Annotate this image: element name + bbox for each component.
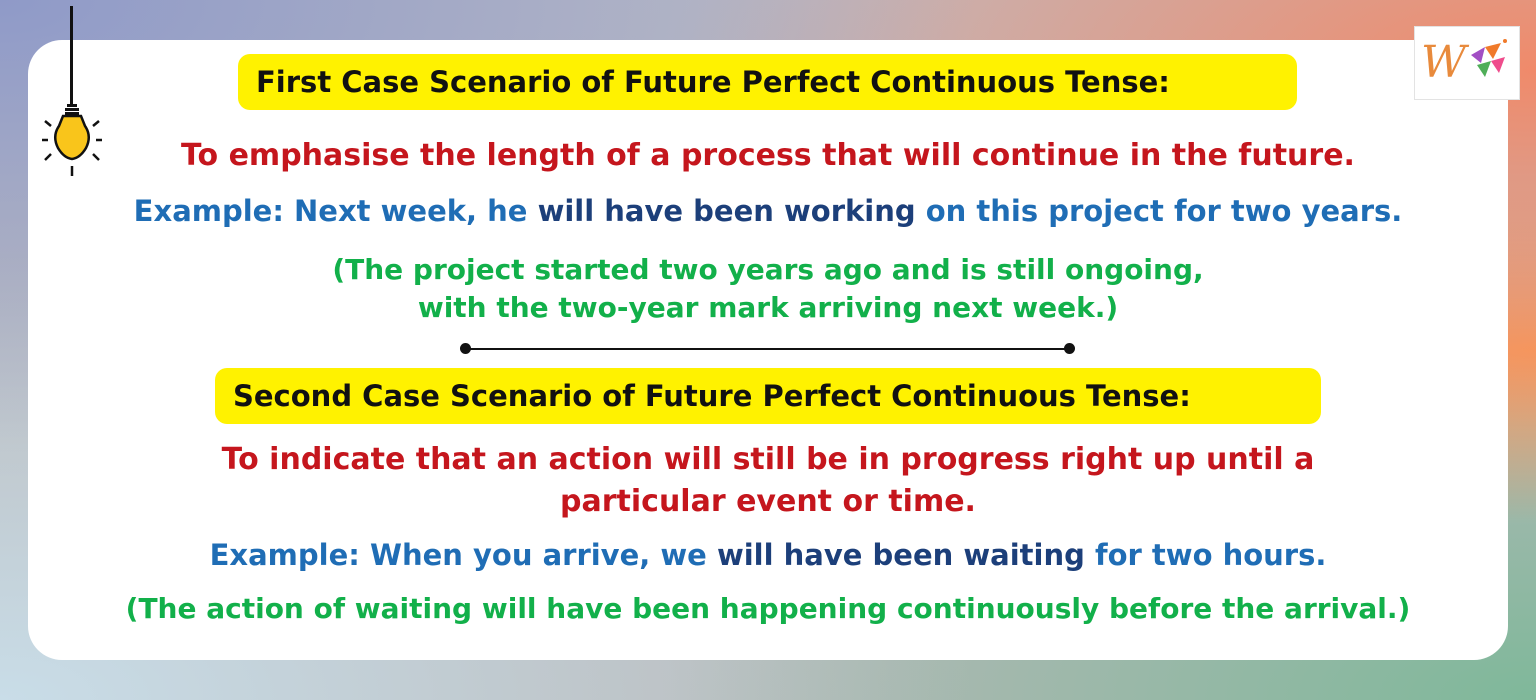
case1-note-line2: with the two-year mark arriving next wee… <box>417 291 1119 324</box>
divider-dot-right <box>1064 343 1075 354</box>
case2-example-suffix: for two hours. <box>1084 538 1327 572</box>
case1-note-line1: (The project started two years ago and i… <box>332 253 1204 286</box>
case2-definition-line2: particular event or time. <box>560 484 976 519</box>
case1-example-suffix: on this project for two years. <box>915 194 1403 228</box>
case2-definition-line1: To indicate that an action will still be… <box>221 442 1315 477</box>
lightbulb-icon <box>42 104 102 176</box>
case2-example-prefix: Example: When you arrive, we <box>209 538 717 572</box>
case2-heading: Second Case Scenario of Future Perfect C… <box>215 368 1321 424</box>
case2-note: (The action of waiting will have been ha… <box>125 592 1411 625</box>
content-card <box>28 40 1508 660</box>
divider-dot-left <box>460 343 471 354</box>
case1-example-verb: will have been working <box>537 194 916 228</box>
case2-example-verb: will have been waiting <box>716 538 1085 572</box>
bulb-wire <box>70 6 73 106</box>
w-logo-icon: W <box>1414 26 1520 100</box>
section-divider <box>465 348 1071 350</box>
case2-example: Example: When you arrive, we will have b… <box>0 538 1536 572</box>
svg-text:W: W <box>1421 37 1470 88</box>
case1-example: Example: Next week, he will have been wo… <box>0 194 1536 228</box>
case1-example-prefix: Example: Next week, he <box>133 194 538 228</box>
case1-heading: First Case Scenario of Future Perfect Co… <box>238 54 1297 110</box>
case1-definition: To emphasise the length of a process tha… <box>181 138 1355 173</box>
